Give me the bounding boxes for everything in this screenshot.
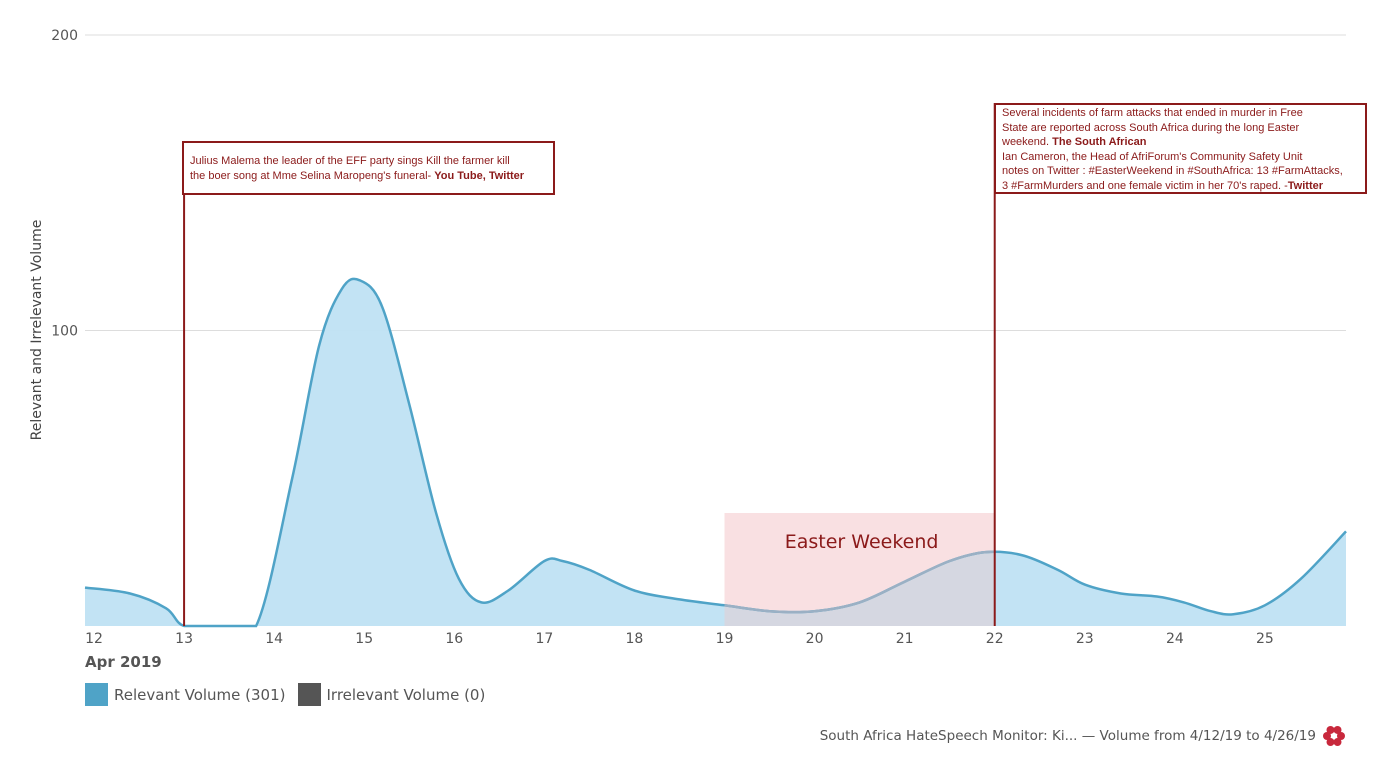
x-tick-label-12: 12 [85, 631, 103, 647]
x-tick-label-15: 15 [355, 631, 373, 647]
annotation-text: Julius Malema the leader of the EFF part… [190, 155, 510, 167]
legend-label-irrelevant: Irrelevant Volume (0) [326, 685, 486, 704]
logo-petal-4 [1323, 732, 1331, 740]
series-group [84, 277, 1347, 628]
logo-center [1331, 733, 1337, 739]
x-tick-label-14: 14 [265, 631, 283, 647]
x-axis-sublabel: Apr 2019 [85, 653, 162, 671]
annotation-2-line-5: notes on Twitter : #EasterWeekend in #So… [1002, 164, 1359, 179]
x-tick-label-25: 25 [1256, 631, 1274, 647]
annotation-text: Several incidents of farm attacks that e… [1002, 107, 1303, 119]
x-tick-label-17: 17 [535, 631, 553, 647]
legend-item-irrelevant[interactable]: Irrelevant Volume (0) [297, 683, 486, 706]
legend-swatch-relevant [85, 683, 108, 706]
axes-group: 100 200 12 13 14 15 16 17 18 19 20 21 22 23 24 25 Apr 20… [29, 28, 1274, 671]
annotation-1-line-1: Julius Malema the leader of the EFF part… [190, 154, 547, 169]
annotation-source: You Tube, Twitter [434, 169, 525, 182]
logo-petal-3 [1326, 738, 1335, 747]
annotation-2-line-2: State are reported across South Africa d… [1002, 121, 1359, 136]
annotation-1-line-2: the boer song at Mme Selina Maropeng's f… [190, 169, 547, 184]
footer-text: South Africa HateSpeech Monitor: Ki... —… [819, 728, 1316, 744]
x-tick-label-18: 18 [626, 631, 644, 647]
flower-logo-icon [1323, 725, 1345, 747]
shaded-region-label: Easter Weekend [785, 531, 939, 553]
annotation-text: weekend. [1002, 136, 1053, 148]
x-tick-label-22: 22 [986, 631, 1004, 647]
relevant-volume-area [85, 278, 1346, 626]
x-tick-label-19: 19 [716, 631, 734, 647]
x-tick-label-23: 23 [1076, 631, 1094, 647]
annotation-source: Twitter [1287, 179, 1324, 192]
annotation-2-line-4: Ian Cameron, the Head of AfriForum's Com… [1002, 150, 1359, 165]
logo-petal-6 [1333, 725, 1342, 734]
x-tick-label-16: 16 [445, 631, 463, 647]
annotation-2-line-3: weekend. The South African [1002, 135, 1359, 150]
x-tick-label-13: 13 [175, 631, 193, 647]
logo-petal-1 [1337, 732, 1345, 740]
x-tick-label-20: 20 [806, 631, 824, 647]
legend-swatch-irrelevant [297, 683, 321, 706]
annotation-box-1: Julius Malema the leader of the EFF part… [182, 141, 555, 195]
legend-label-relevant: Relevant Volume (301) [114, 685, 286, 704]
annotation-box-2: Several incidents of farm attacks that e… [994, 103, 1367, 194]
footer: South Africa HateSpeech Monitor: Ki... —… [820, 724, 1346, 748]
relevant-volume-area-shaded-overlap [724, 551, 995, 626]
y-tick-label-200: 200 [51, 28, 78, 44]
annotation-source: The South African [1052, 136, 1147, 148]
logo-petal-2 [1333, 738, 1342, 747]
gridlines [85, 34, 1346, 331]
y-axis-label: Relevant and Irrelevant Volume [29, 220, 45, 441]
annotation-2-line-6: 3 #FarmMurders and one female victim in … [1002, 179, 1359, 194]
x-tick-label-24: 24 [1166, 631, 1184, 647]
legend-item-relevant[interactable]: Relevant Volume (301) [85, 683, 286, 706]
annotation-2-line-1: Several incidents of farm attacks that e… [1002, 106, 1359, 121]
annotation-text: Ian Cameron, the Head of AfriForum's Com… [1002, 150, 1303, 163]
legend: Relevant Volume (301) Irrelevant Volume … [85, 683, 497, 706]
relevant-volume-line [84, 277, 1347, 628]
annotation-text: 3 #FarmMurders and one female victim in … [1002, 179, 1288, 192]
logo-petal-5 [1326, 725, 1335, 734]
x-tick-label-21: 21 [896, 631, 914, 647]
annotation-text: the boer song at Mme Selina Maropeng's f… [190, 169, 435, 182]
y-tick-label-100: 100 [51, 324, 78, 340]
annotation-text: notes on Twitter : #EasterWeekend in #So… [1002, 165, 1343, 177]
annotation-text: State are reported across South Africa d… [1002, 121, 1300, 134]
